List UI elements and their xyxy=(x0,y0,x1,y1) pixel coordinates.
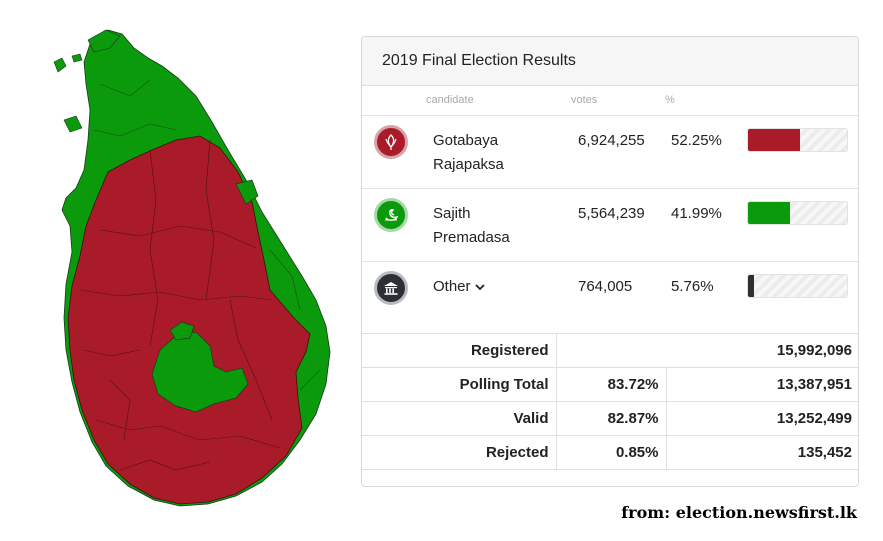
map-green-pocket[interactable] xyxy=(151,331,249,413)
vote-share-bar-fill xyxy=(748,202,790,224)
candidate-votes: 5,564,239 xyxy=(578,205,645,222)
percent-column-header: % xyxy=(665,94,675,106)
candidate-row[interactable]: Gotabaya Rajapaksa 6,924,255 52.25% xyxy=(362,116,858,189)
stats-row-polling-total: Polling Total 83.72% 13,387,951 xyxy=(362,367,858,402)
stats-percent: 0.85% xyxy=(555,435,667,470)
candidate-percent: 41.99% xyxy=(671,205,722,222)
stats-label: Polling Total xyxy=(362,367,557,402)
vote-share-bar-fill xyxy=(748,275,754,297)
sri-lanka-results-map xyxy=(53,29,331,507)
candidate-column-header: candidate xyxy=(426,94,474,106)
stats-value: 15,992,096 xyxy=(555,333,858,368)
stats-label: Registered xyxy=(362,333,557,368)
stats-percent: 82.87% xyxy=(555,401,667,436)
vote-share-bar xyxy=(747,201,848,225)
map-district-boundaries-green xyxy=(93,79,321,391)
map-green-pocket[interactable] xyxy=(169,321,195,341)
map-island xyxy=(53,57,67,73)
other-dropdown-toggle[interactable]: Other xyxy=(433,275,543,299)
candidate-name: Gotabaya Rajapaksa xyxy=(433,132,504,173)
map-district-boundaries xyxy=(79,139,281,471)
candidate-name: Sajith Premadasa xyxy=(433,205,510,246)
chevron-down-icon xyxy=(474,275,485,299)
vote-share-bar-fill xyxy=(748,129,800,151)
column-header-row: candidate votes % xyxy=(362,86,858,116)
map-island xyxy=(87,29,121,53)
map-red-region[interactable] xyxy=(67,135,311,505)
vote-share-bar xyxy=(747,274,848,298)
candidate-votes: 764,005 xyxy=(578,278,633,295)
stats-label: Valid xyxy=(362,401,557,436)
source-credit: from: election.newsfirst.lk xyxy=(621,503,857,522)
stats-row-valid: Valid 82.87% 13,252,499 xyxy=(362,401,858,436)
map-green-pocket[interactable] xyxy=(235,179,259,205)
candidate-percent: 52.25% xyxy=(671,132,722,149)
candidate-percent: 5.76% xyxy=(671,278,714,295)
panel-title: 2019 Final Election Results xyxy=(382,52,576,69)
votes-column-header: votes xyxy=(571,94,598,106)
panel-header: 2019 Final Election Results xyxy=(362,37,858,86)
stats-row-registered: Registered 15,992,096 xyxy=(362,333,858,368)
candidate-votes: 6,924,255 xyxy=(578,132,645,149)
government-building-icon xyxy=(374,271,408,305)
map-island xyxy=(63,115,83,133)
stats-value: 13,252,499 xyxy=(665,401,858,436)
vote-share-bar xyxy=(747,128,848,152)
lotus-bud-icon xyxy=(374,125,408,159)
candidate-row[interactable]: Sajith Premadasa 5,564,239 41.99% xyxy=(362,189,858,262)
stats-row-rejected: Rejected 0.85% 135,452 xyxy=(362,435,858,470)
swan-icon xyxy=(374,198,408,232)
turnout-stats-table: Registered 15,992,096 Polling Total 83.7… xyxy=(362,333,858,470)
map-island xyxy=(71,53,83,63)
stats-value: 13,387,951 xyxy=(665,367,858,402)
election-results-panel: 2019 Final Election Results candidate vo… xyxy=(361,36,859,487)
stats-label: Rejected xyxy=(362,435,557,470)
stats-percent: 83.72% xyxy=(555,367,667,402)
stats-value: 135,452 xyxy=(665,435,858,470)
candidate-row-other[interactable]: Other 764,005 5.76% xyxy=(362,262,858,334)
